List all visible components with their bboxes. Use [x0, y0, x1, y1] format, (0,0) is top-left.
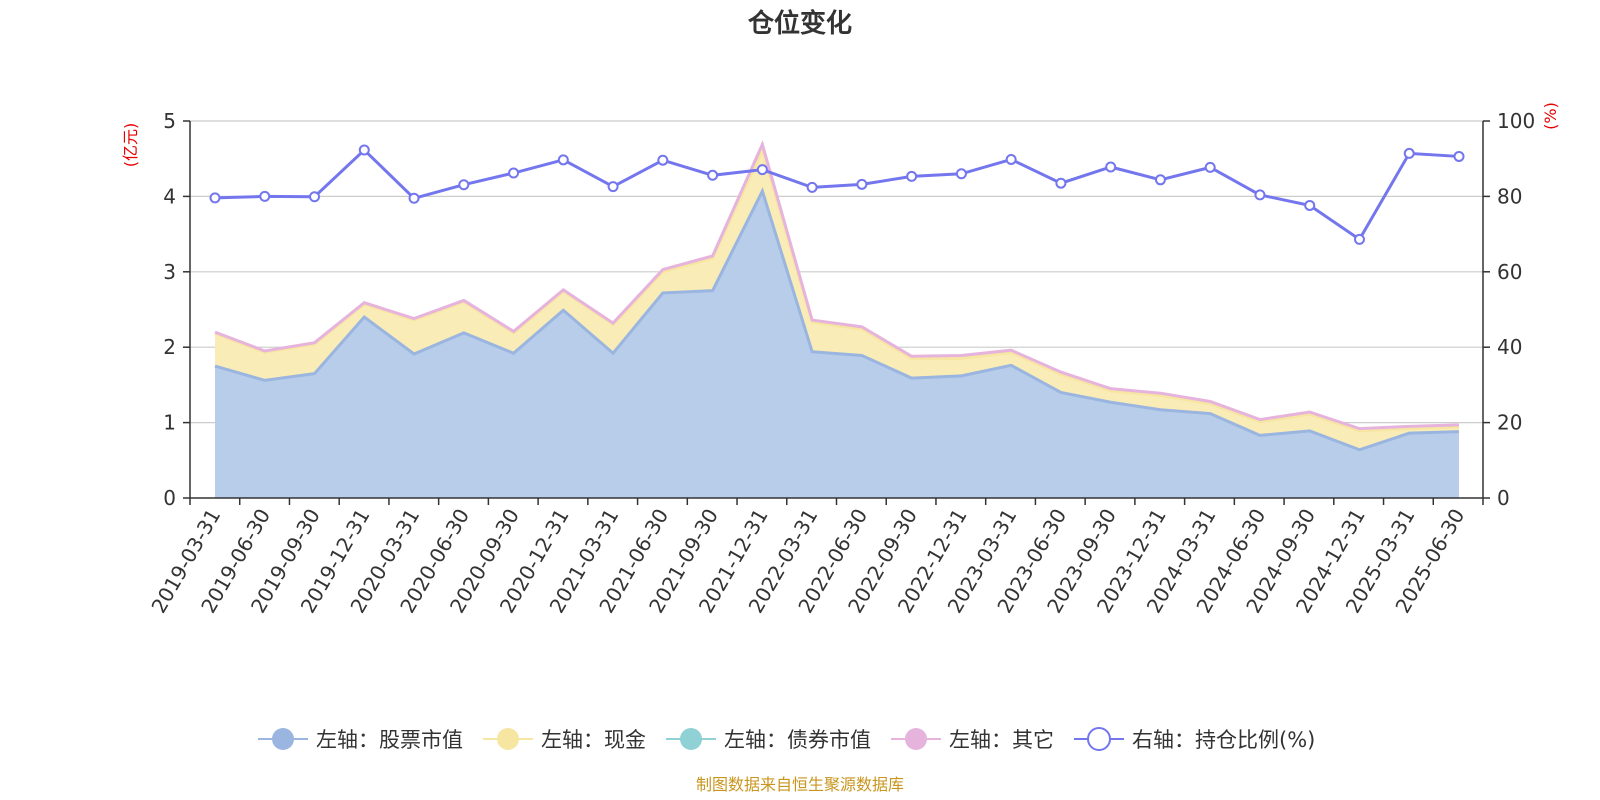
area-top-line	[214, 139, 1460, 431]
left-axis-tick-label: 1	[163, 411, 176, 435]
ratio-point	[508, 167, 520, 179]
area-top-line	[214, 187, 1460, 452]
legend-item[interactable]: 左轴：其它	[891, 728, 1054, 752]
ratio-point	[358, 144, 370, 156]
legend-item[interactable]: 左轴：现金	[483, 728, 646, 752]
ratio-point	[806, 181, 818, 193]
ratio-point	[1005, 153, 1017, 165]
ratio-point	[1453, 150, 1465, 162]
right-axis-tick-label: 80	[1497, 184, 1522, 208]
left-axis-unit: (亿元)	[121, 123, 140, 168]
ratio-point	[458, 179, 470, 191]
ratio-point	[309, 191, 321, 203]
ratio-point	[607, 181, 619, 193]
legend-label: 左轴：债券市值	[724, 728, 871, 752]
legend-label: 左轴：现金	[541, 728, 646, 752]
right-axis-tick-label: 40	[1497, 335, 1522, 359]
legend-item[interactable]: 左轴：股票市值	[258, 728, 463, 752]
legend-circle-marker	[497, 728, 519, 750]
ratio-point	[756, 164, 768, 176]
ratio-point	[856, 178, 868, 190]
right-axis-tick-label: 100	[1497, 109, 1535, 133]
ratio-point	[1304, 199, 1316, 211]
right-axis-tick-label: 0	[1497, 486, 1510, 510]
ratio-point	[259, 190, 271, 202]
ratio-point	[1204, 161, 1216, 173]
legend-item[interactable]: 左轴：债券市值	[666, 728, 871, 752]
ratio-point	[1353, 233, 1365, 245]
legend-circle-marker	[1087, 727, 1111, 751]
ratio-line-series	[209, 144, 1465, 245]
ratio-point	[1254, 189, 1266, 201]
left-axis-tick-label: 5	[163, 109, 176, 133]
data-source-footer: 制图数据来自恒生聚源数据库	[696, 775, 904, 794]
left-axis-tick-label: 2	[163, 335, 176, 359]
left-axis-tick-label: 0	[163, 486, 176, 510]
ratio-point	[707, 169, 719, 181]
ratio-line	[214, 147, 1460, 242]
legend-label: 左轴：股票市值	[316, 728, 463, 752]
area-band	[215, 191, 1459, 498]
ratio-point	[657, 154, 669, 166]
legend-item[interactable]: 右轴：持仓比例(%)	[1074, 727, 1315, 752]
right-axis-tick-label: 20	[1497, 411, 1522, 435]
left-axis-tick-label: 3	[163, 260, 176, 284]
ratio-point	[557, 154, 569, 166]
ratio-point	[1154, 174, 1166, 186]
right-axis-tick-label: 60	[1497, 260, 1522, 284]
ratio-point	[209, 192, 221, 204]
ratio-point	[408, 192, 420, 204]
ratio-point	[1403, 147, 1415, 159]
legend-circle-marker	[272, 728, 294, 750]
chart-title: 仓位变化	[747, 8, 852, 39]
ratio-point	[906, 170, 918, 182]
ratio-point	[1055, 177, 1067, 189]
legend-circle-marker	[905, 728, 927, 750]
left-axis-tick-label: 4	[163, 184, 176, 208]
legend-label: 左轴：其它	[949, 728, 1054, 752]
stacked-areas	[214, 139, 1460, 498]
ratio-point	[1105, 161, 1117, 173]
legend-circle-marker	[680, 728, 702, 750]
legend-label: 右轴：持仓比例(%)	[1132, 728, 1315, 752]
legend[interactable]: 左轴：股票市值 左轴：现金 左轴：债券市值 左轴：其它 右轴：持仓比例(%)	[258, 727, 1315, 752]
right-axis-unit: (%)	[1541, 102, 1560, 130]
ratio-point	[955, 168, 967, 180]
